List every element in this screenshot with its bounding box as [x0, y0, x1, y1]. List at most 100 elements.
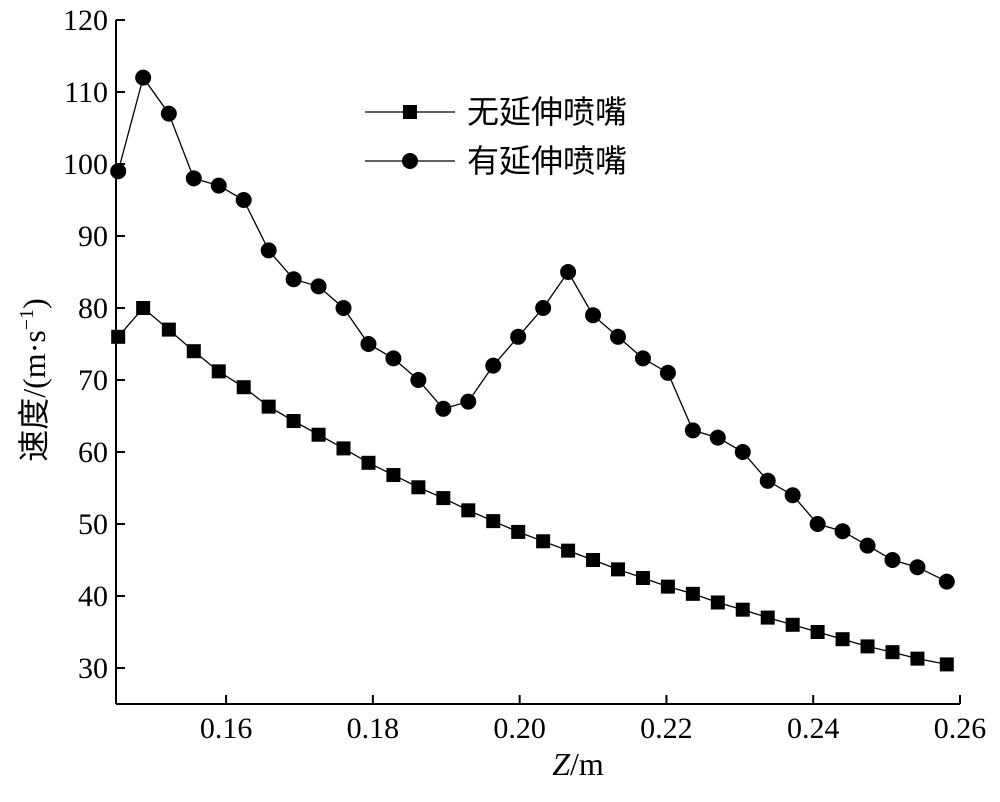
data-point-circle [110, 163, 127, 180]
x-axis-title-unit: /m [570, 746, 604, 782]
data-point-square [561, 543, 576, 558]
data-point-circle [485, 357, 502, 374]
x-tick-label: 0.20 [493, 712, 546, 745]
data-point-square [835, 632, 850, 647]
y-tick-label: 120 [63, 4, 108, 37]
data-point-square [910, 651, 925, 666]
data-point-square [361, 455, 376, 470]
data-point-circle [235, 192, 252, 208]
data-point-square [111, 329, 126, 344]
y-axis-title-close: ) [16, 298, 52, 309]
data-point-circle [809, 516, 826, 532]
data-point-circle [709, 429, 726, 446]
legend-label-0: 无延伸喷嘴 [467, 93, 627, 131]
data-point-square [436, 491, 451, 506]
series-line-1 [117, 76, 948, 583]
y-axis-title-exp: −1 [16, 309, 38, 330]
data-point-square [186, 344, 201, 359]
data-point-square [885, 645, 900, 660]
data-point-circle [210, 177, 227, 194]
data-point-square [760, 610, 775, 625]
data-point-square [610, 562, 625, 577]
y-tick-label: 110 [64, 76, 108, 109]
data-point-circle [535, 300, 552, 316]
data-point-circle [884, 552, 901, 568]
y-tick-label: 40 [78, 580, 108, 613]
data-point-square [286, 414, 301, 429]
data-point-square [710, 595, 725, 610]
data-point-circle [634, 350, 651, 367]
data-point-square [685, 586, 700, 601]
y-tick-label: 70 [78, 364, 108, 397]
y-axis-title: 速度/(m·s−1) [16, 298, 52, 462]
axes: 30 40 50 60 70 80 90 100 110 120 0.16 0.18 0.20 0.22 0… [63, 4, 986, 745]
data-point-circle [938, 573, 955, 590]
y-tick-label: 30 [78, 652, 108, 685]
data-point-circle [834, 523, 851, 540]
data-point-circle [585, 307, 602, 324]
x-tick-label: 0.24 [787, 712, 840, 745]
data-point-circle [510, 328, 527, 345]
data-point-circle [335, 300, 352, 316]
data-point-square [860, 639, 875, 654]
data-point-circle [135, 69, 152, 86]
data-point-square [261, 399, 276, 414]
series-layer [110, 69, 955, 672]
data-point-square [939, 657, 954, 672]
data-point-square [486, 514, 501, 529]
y-tick-label: 100 [63, 148, 108, 181]
data-point-circle [734, 444, 751, 460]
data-point-circle [909, 559, 926, 576]
data-point-circle [435, 400, 452, 417]
x-tick-label: 0.22 [640, 712, 693, 745]
data-point-circle [859, 537, 876, 554]
data-point-square [411, 480, 426, 495]
axis-titles: Z/m 速度/(m·s−1) [16, 298, 604, 782]
series-line-0 [117, 307, 947, 666]
data-point-circle [759, 472, 776, 489]
y-tick-label: 90 [78, 220, 108, 253]
legend-label-1: 有延伸喷嘴 [467, 142, 627, 180]
y-tick-label: 80 [78, 292, 108, 325]
data-point-square [586, 553, 601, 567]
data-point-square [635, 571, 650, 585]
data-point-square [211, 364, 226, 379]
data-point-circle [560, 264, 577, 280]
data-point-square [785, 617, 800, 632]
data-point-square [511, 524, 526, 539]
legend-marker-circle [402, 153, 418, 169]
data-point-square [461, 503, 476, 518]
data-point-circle [260, 242, 277, 259]
data-point-circle [160, 105, 177, 122]
data-point-square [386, 468, 401, 483]
y-axis-title-text: 速度/(m·s [16, 330, 52, 462]
data-point-circle [285, 271, 302, 288]
x-axis-title-var: Z [552, 746, 571, 782]
data-point-square [536, 534, 551, 549]
y-tick-label: 50 [78, 508, 108, 541]
x-tick-label: 0.26 [934, 712, 987, 745]
legend-marker-square [403, 105, 417, 119]
data-point-circle [784, 487, 801, 504]
data-point-square [336, 441, 351, 456]
data-point-circle [460, 393, 477, 410]
data-point-square [660, 579, 675, 594]
data-point-circle [310, 278, 327, 295]
data-point-circle [684, 422, 701, 439]
data-point-square [735, 602, 750, 617]
data-point-square [311, 427, 326, 442]
data-point-square [136, 301, 151, 315]
data-point-circle [609, 328, 626, 345]
x-tick-label: 0.16 [200, 712, 253, 745]
data-point-circle [410, 372, 427, 388]
data-point-circle [385, 350, 402, 367]
data-point-square [810, 625, 825, 639]
x-tick-label: 0.18 [347, 712, 400, 745]
x-axis-title: Z/m [552, 746, 604, 782]
data-point-circle [360, 336, 377, 352]
data-point-circle [659, 364, 676, 381]
y-tick-label: 60 [78, 436, 108, 469]
data-point-square [236, 380, 251, 395]
